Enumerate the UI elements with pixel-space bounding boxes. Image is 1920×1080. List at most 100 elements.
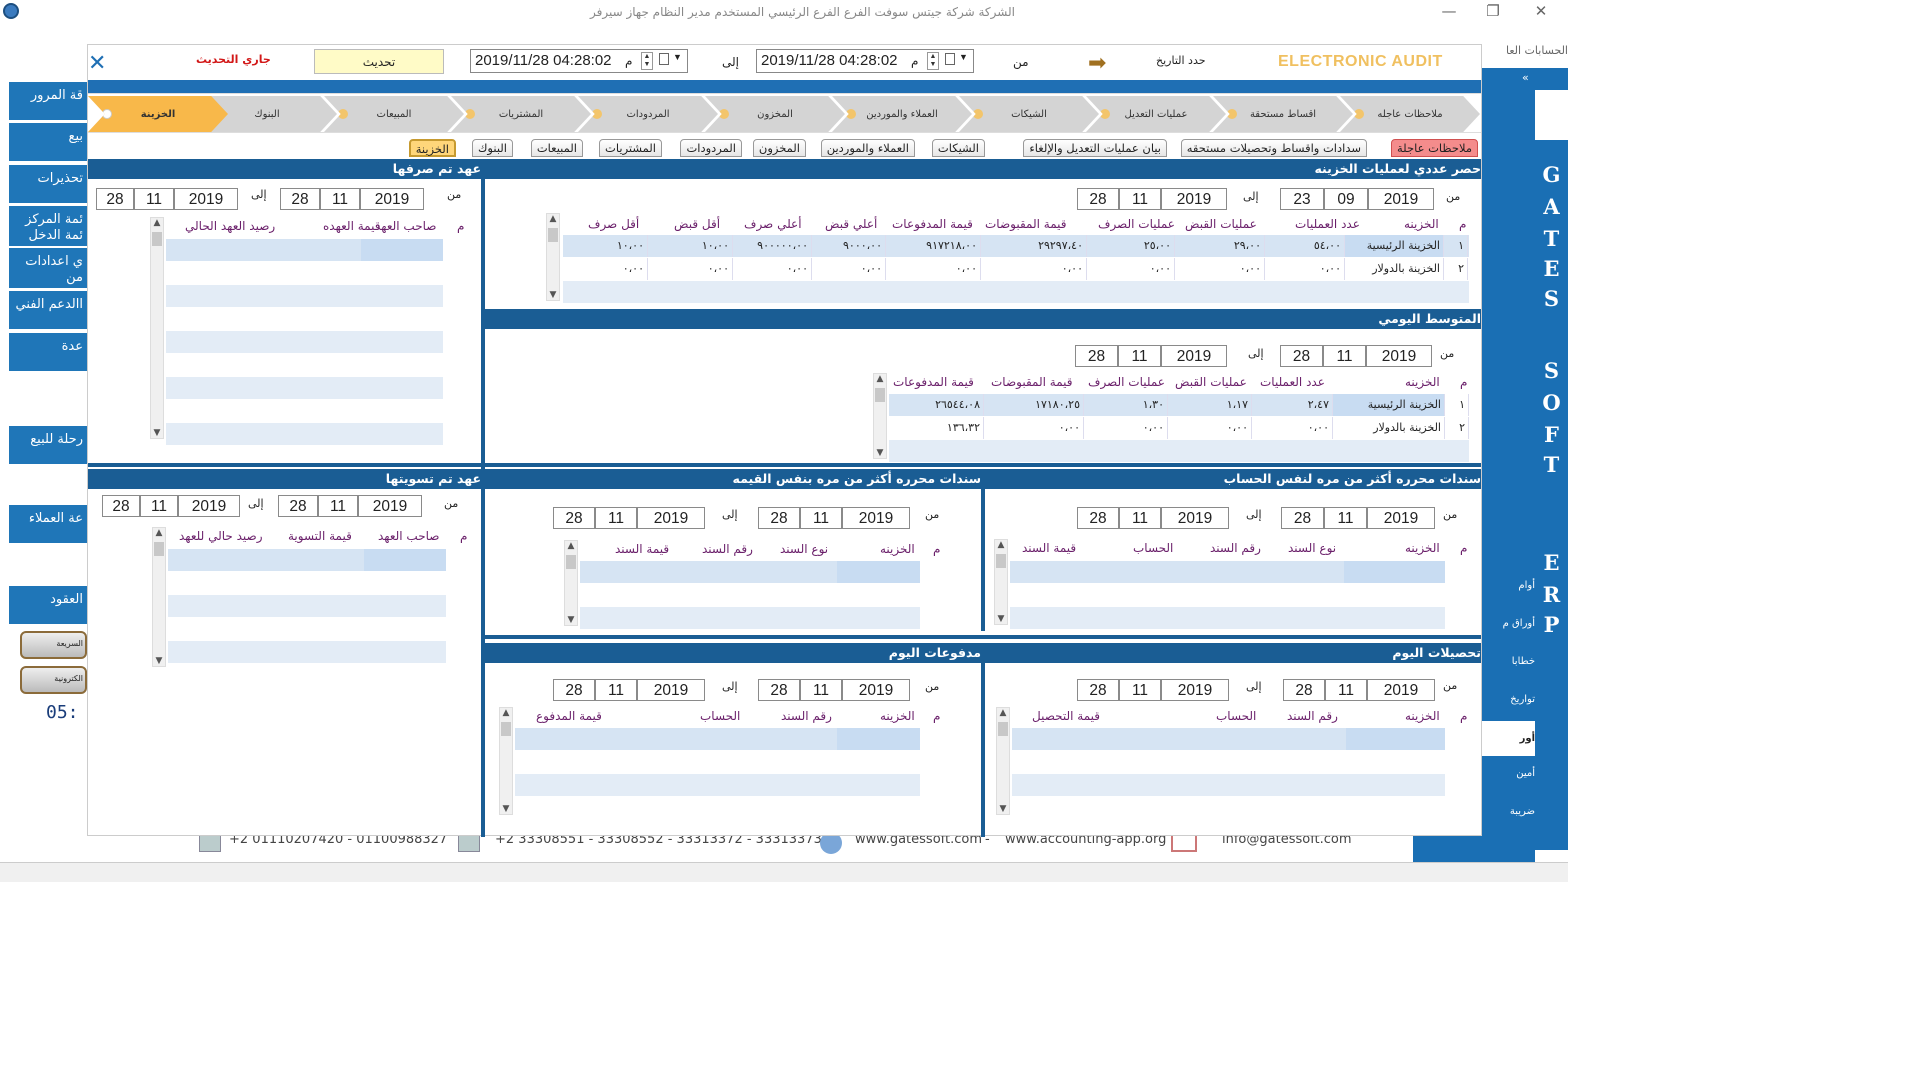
right-list-item-1[interactable]: أوام	[1518, 580, 1535, 591]
dval-scrollbar[interactable]: ▲ ▼	[564, 540, 578, 626]
tab-banks[interactable]: البنوك	[471, 139, 513, 157]
tc-from-year[interactable]: 2019	[1368, 188, 1434, 210]
tc-r1-c7[interactable]: ٩١٧٢١٨،٠٠	[886, 235, 981, 257]
right-list-item-3[interactable]: خطابا	[1511, 656, 1535, 667]
tpay-from-day[interactable]: 28	[758, 679, 800, 701]
maximize-button[interactable]: ❐	[1486, 2, 1500, 20]
tc-r2-c11[interactable]: ٠،٠٠	[563, 258, 648, 280]
tab-returns[interactable]: المردودات	[680, 139, 742, 157]
tpay-from-month[interactable]: 11	[800, 679, 842, 701]
right-list-item-6[interactable]: أمين	[1516, 768, 1535, 779]
step-purchases[interactable]: المشتريات	[451, 96, 591, 132]
dacc-from-month[interactable]: 11	[1324, 507, 1367, 529]
tab-edit-ops[interactable]: بيان عمليات التعديل والإلغاء	[1023, 139, 1167, 157]
dacc-scrollbar[interactable]: ▲ ▼	[994, 539, 1008, 625]
quick-button[interactable]: السريعة	[20, 631, 87, 659]
tc-r1-c5[interactable]: ٢٥،٠٠	[1087, 235, 1175, 257]
dval-to-day[interactable]: 28	[553, 507, 595, 529]
tcol-to-day[interactable]: 28	[1077, 679, 1119, 701]
cst-to-month[interactable]: 11	[140, 495, 178, 517]
tc-r2-c7[interactable]: ٠،٠٠	[886, 258, 981, 280]
tab-cheques[interactable]: الشيكات	[931, 139, 985, 157]
tc-r1-c4[interactable]: ٢٩،٠٠	[1175, 235, 1265, 257]
cs-to-month[interactable]: 11	[134, 188, 174, 210]
cst-from-month[interactable]: 11	[318, 495, 358, 517]
da-r2-c3[interactable]: ٠،٠٠	[1252, 417, 1333, 439]
tab-purchases[interactable]: المشتريات	[599, 139, 662, 157]
cst-to-day[interactable]: 28	[102, 495, 140, 517]
tc-to-year[interactable]: 2019	[1161, 188, 1227, 210]
step-installments[interactable]: اقساط مستحقة	[1213, 96, 1353, 132]
da-from-day[interactable]: 28	[1280, 345, 1323, 367]
tc-r2-c4[interactable]: ٠،٠٠	[1175, 258, 1265, 280]
da-from-month[interactable]: 11	[1323, 345, 1366, 367]
tab-customers[interactable]: العملاء والموردين	[820, 139, 915, 157]
tcol-to-month[interactable]: 11	[1119, 679, 1161, 701]
da-r1-c1[interactable]: ١	[1445, 394, 1469, 416]
cs-row-5[interactable]	[166, 331, 443, 353]
dacc-to-month[interactable]: 11	[1119, 507, 1161, 529]
dval-row-3[interactable]	[580, 607, 920, 629]
cs-from-year[interactable]: 2019	[360, 188, 424, 210]
step-inventory[interactable]: المخزون	[705, 96, 845, 132]
cst-row-3[interactable]	[168, 595, 446, 617]
tc-r1-c6[interactable]: ٢٩٢٩٧،٤٠	[981, 235, 1087, 257]
left-menu-item-4[interactable]: ئمة المركز ئمة الدخل	[9, 206, 87, 246]
cs-scrollbar[interactable]: ▲ ▼	[150, 217, 164, 439]
right-list-item-5[interactable]: أور	[1482, 721, 1535, 756]
tc-from-month[interactable]: 09	[1324, 188, 1368, 210]
dacc-row-1-sel[interactable]	[1344, 561, 1445, 583]
left-menu-item-5[interactable]: ي اعدادات من	[9, 248, 87, 288]
tab-installments[interactable]: سدادات واقساط وتحصيلات مستحقه	[1180, 139, 1367, 157]
da-r2-c6[interactable]: ٠،٠٠	[984, 417, 1084, 439]
tcol-from-month[interactable]: 11	[1325, 679, 1367, 701]
dval-from-month[interactable]: 11	[800, 507, 842, 529]
tc-r1-c8[interactable]: ٩٠٠٠،٠٠	[812, 235, 886, 257]
dval-row-1[interactable]	[580, 561, 920, 583]
cs-from-month[interactable]: 11	[320, 188, 360, 210]
tcol-row-1-sel[interactable]	[1346, 728, 1445, 750]
tc-r2-c3[interactable]: ٠،٠٠	[1265, 258, 1345, 280]
step-sales[interactable]: المبيعات	[324, 96, 464, 132]
cst-to-year[interactable]: 2019	[178, 495, 240, 517]
da-from-year[interactable]: 2019	[1366, 345, 1432, 367]
tc-from-day[interactable]: 23	[1280, 188, 1324, 210]
tc-r2-c9[interactable]: ٠،٠٠	[733, 258, 812, 280]
cs-to-year[interactable]: 2019	[174, 188, 238, 210]
collapse-chevron-icon[interactable]: «	[1482, 68, 1568, 90]
cs-from-day[interactable]: 28	[280, 188, 320, 210]
tc-r2-c10[interactable]: ٠،٠٠	[648, 258, 733, 280]
tc-r2-c5[interactable]: ٠،٠٠	[1087, 258, 1175, 280]
cst-row-5[interactable]	[168, 641, 446, 663]
left-menu-item-7[interactable]: عدة	[9, 333, 87, 371]
cs-row-1-sel[interactable]	[361, 239, 443, 261]
tpay-row-1-sel[interactable]	[837, 728, 920, 750]
tc-r1-c9[interactable]: ٩٠٠٠٠٠،٠٠	[733, 235, 812, 257]
da-to-year[interactable]: 2019	[1161, 345, 1227, 367]
refresh-button[interactable]: تحديث	[314, 49, 444, 74]
tc-r2-c6[interactable]: ٠،٠٠	[981, 258, 1087, 280]
close-dialog-button[interactable]: ✕	[88, 51, 107, 76]
left-menu-item-2[interactable]: بيع	[9, 123, 87, 161]
dacc-to-day[interactable]: 28	[1077, 507, 1119, 529]
left-menu-item-9[interactable]: عة العملاء	[9, 505, 87, 543]
da-r2-c5[interactable]: ٠،٠٠	[1084, 417, 1168, 439]
cst-row-1-sel[interactable]	[364, 549, 446, 571]
dval-from-year[interactable]: 2019	[842, 507, 910, 529]
tpay-to-month[interactable]: 11	[595, 679, 637, 701]
da-r2-c1[interactable]: ٢	[1445, 417, 1469, 439]
step-treasury[interactable]: الخزينة	[88, 96, 228, 132]
right-list-item-7[interactable]: ضريبة	[1509, 806, 1535, 817]
tcol-from-day[interactable]: 28	[1283, 679, 1325, 701]
da-r1-c7[interactable]: ٢٦٥٤٤،٠٨	[889, 394, 984, 416]
date-from-input[interactable]: 2019/11/28 04:28:02 م ▲ ▼ ▼	[756, 49, 974, 73]
tcol-to-year[interactable]: 2019	[1161, 679, 1229, 701]
right-list-item-2[interactable]: أوراق م	[1502, 618, 1535, 629]
left-menu-item-1[interactable]: قة المرور	[9, 82, 87, 120]
tc-r1-c3[interactable]: ٥٤،٠٠	[1265, 235, 1345, 257]
dval-to-year[interactable]: 2019	[637, 507, 705, 529]
tc-r2-c8[interactable]: ٠،٠٠	[812, 258, 886, 280]
tpay-scrollbar[interactable]: ▲ ▼	[499, 707, 513, 815]
dacc-to-year[interactable]: 2019	[1161, 507, 1229, 529]
step-cheques[interactable]: الشيكات	[959, 96, 1099, 132]
